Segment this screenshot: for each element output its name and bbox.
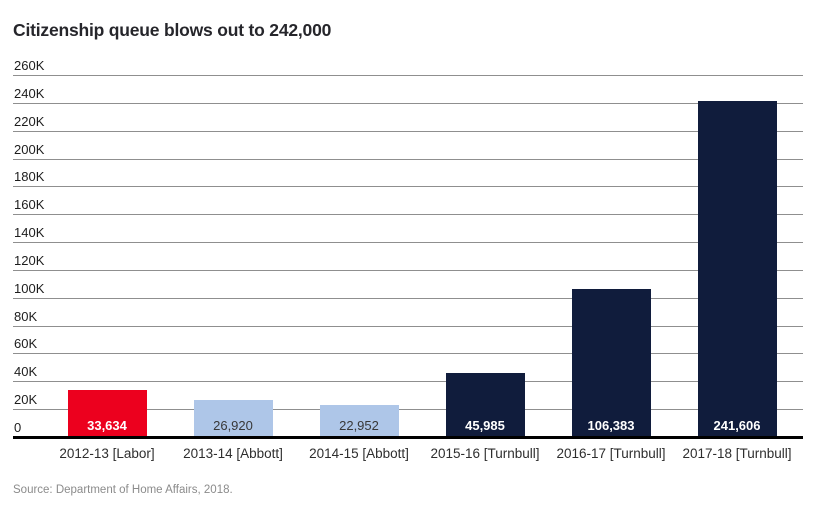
gridline — [13, 214, 803, 216]
gridline — [13, 325, 803, 327]
y-tick-label: 100K — [14, 280, 45, 296]
gridline — [13, 242, 803, 244]
gridline — [13, 102, 803, 104]
x-tick-label: 2013-14 [Abbott] — [183, 446, 283, 461]
y-tick-label: 20K — [14, 392, 38, 408]
x-tick-label: 2012-13 [Labor] — [59, 446, 155, 461]
bar-value-label: 45,985 — [465, 417, 505, 433]
bar: 45,985 — [445, 372, 525, 437]
y-tick-label: 80K — [14, 308, 38, 324]
gridline — [13, 75, 803, 76]
y-tick-label: 240K — [14, 85, 45, 101]
gridline — [13, 186, 803, 188]
y-tick-label: 140K — [14, 225, 45, 241]
y-tick-label: 40K — [14, 364, 38, 380]
gridline — [13, 297, 803, 299]
bar: 33,634 — [67, 390, 147, 437]
bar: 26,920 — [193, 399, 273, 437]
bar: 106,383 — [571, 288, 651, 437]
bar-value-label: 241,606 — [713, 417, 761, 433]
bar-value-label: 22,952 — [339, 417, 379, 433]
bar: 241,606 — [697, 100, 777, 437]
x-tick-label: 2015-16 [Turnbull] — [430, 446, 540, 461]
y-tick-label: 180K — [14, 169, 45, 185]
gridline — [13, 409, 803, 411]
y-tick-label: 220K — [14, 113, 45, 129]
bar-value-label: 106,383 — [587, 417, 635, 433]
bar: 22,952 — [319, 405, 399, 437]
y-tick-label: 60K — [14, 336, 38, 352]
bar-value-label: 33,634 — [87, 417, 127, 433]
x-tick-label: 2016-17 [Turnbull] — [556, 446, 666, 461]
chart-title: Citizenship queue blows out to 242,000 — [13, 20, 332, 40]
x-tick-label: 2017-18 [Turnbull] — [682, 446, 792, 461]
y-tick-label: 0 — [14, 420, 22, 435]
x-axis-line — [13, 436, 803, 439]
gridline — [13, 381, 803, 383]
x-tick-label: 2014-15 [Abbott] — [309, 446, 409, 461]
bar-value-label: 26,920 — [213, 417, 253, 433]
gridline — [13, 130, 803, 132]
y-tick-label: 160K — [14, 197, 45, 213]
y-tick-label: 260K — [14, 58, 45, 73]
gridline — [13, 269, 803, 271]
gridline — [13, 353, 803, 355]
y-tick-label: 200K — [14, 141, 45, 157]
gridline — [13, 158, 803, 160]
source-note: Source: Department of Home Affairs, 2018… — [13, 484, 233, 496]
y-tick-label: 120K — [14, 252, 45, 268]
